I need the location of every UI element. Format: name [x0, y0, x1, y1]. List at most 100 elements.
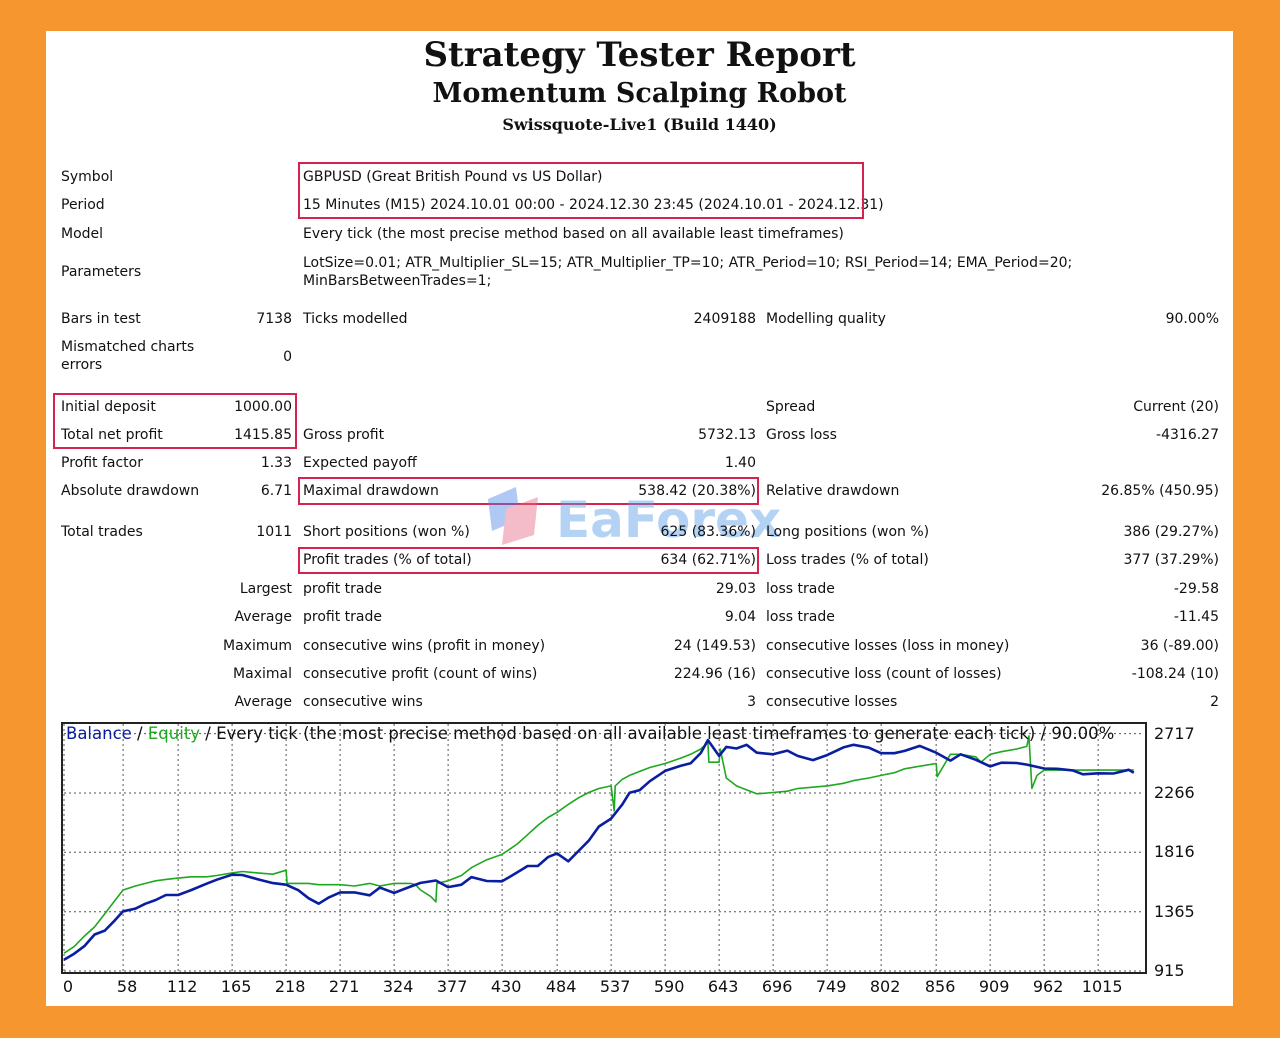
profit-factor-value: 1.33: [260, 455, 292, 471]
watermark-logo-shape-2: [502, 497, 538, 545]
average-label: Average: [234, 609, 293, 625]
maximal-consecutive-profit-value: 224.96 (16): [673, 666, 756, 682]
balance-equity-chart: [61, 722, 1147, 974]
spread-value: Current (20): [1133, 399, 1219, 415]
x-tick-label: 271: [328, 977, 360, 996]
watermark-logo-shape-1: [488, 487, 520, 531]
chart-series: [63, 735, 1135, 961]
average-profit-value: 9.04: [724, 609, 756, 625]
deposit-label: Initial deposit: [61, 399, 156, 415]
largest-profit-label: profit trade: [303, 581, 382, 597]
spread-label: Spread: [766, 399, 816, 415]
max-consecutive-losses-label: consecutive losses (loss in money): [766, 638, 1010, 654]
absolute-drawdown-value: 6.71: [260, 483, 292, 499]
x-tick-label: 1015: [1081, 977, 1123, 996]
maximal-label: Maximal: [233, 666, 292, 682]
highlight-profit-trades: [298, 547, 759, 574]
average2-label: Average: [234, 694, 293, 710]
y-tick-label: 1816: [1154, 842, 1195, 862]
expected-payoff-value: 1.40: [724, 455, 756, 471]
x-tick-label: 324: [382, 977, 414, 996]
net-profit-value: 1415.85: [234, 427, 292, 443]
y-tick-label: 2266: [1154, 783, 1195, 803]
mismatch-label-2: errors: [61, 357, 103, 373]
watermark-text: EaForex: [556, 491, 781, 549]
max-consecutive-wins-label: consecutive wins (profit in money): [303, 638, 546, 654]
x-tick-label: 749: [815, 977, 847, 996]
loss-trades-label: Loss trades (% of total): [766, 552, 929, 568]
long-positions-value: 386 (29.27%): [1123, 524, 1219, 540]
period-label: Period: [61, 197, 105, 213]
relative-drawdown-label: Relative drawdown: [766, 483, 900, 499]
x-tick-label: 430: [490, 977, 522, 996]
average-loss-value: -11.45: [1173, 609, 1219, 625]
report-title: Strategy Tester Report: [423, 35, 856, 75]
avg-consecutive-losses-value: 2: [1210, 694, 1219, 710]
y-tick-label: 2717: [1154, 723, 1195, 743]
symbol-value: GBPUSD (Great British Pound vs US Dollar…: [303, 169, 603, 185]
gross-loss-label: Gross loss: [766, 427, 837, 443]
legend-description: / Every tick (the most precise method ba…: [200, 724, 1115, 743]
x-tick-label: 537: [599, 977, 631, 996]
largest-label: Largest: [239, 581, 292, 597]
parameters-label: Parameters: [61, 264, 142, 280]
largest-loss-label: loss trade: [766, 581, 835, 597]
max-consecutive-losses-value: 36 (-89.00): [1140, 638, 1219, 654]
y-tick-label: 915: [1154, 961, 1185, 980]
gross-profit-value: 5732.13: [698, 427, 756, 443]
profit-trades-value: 634 (62.71%): [660, 552, 756, 568]
max-consecutive-wins-value: 24 (149.53): [673, 638, 756, 654]
short-positions-label: Short positions (won %): [303, 524, 470, 540]
highlight-deposit-profit: [53, 393, 297, 449]
maximum-label: Maximum: [223, 638, 292, 654]
bars-label: Bars in test: [61, 311, 141, 327]
profit-factor-label: Profit factor: [61, 455, 143, 471]
loss-trades-value: 377 (37.29%): [1123, 552, 1219, 568]
legend-balance: Balance: [66, 724, 132, 743]
deposit-value: 1000.00: [234, 399, 292, 415]
x-tick-label: 112: [166, 977, 198, 996]
x-tick-label: 856: [924, 977, 956, 996]
average-loss-label: loss trade: [766, 609, 835, 625]
largest-loss-value: -29.58: [1173, 581, 1219, 597]
highlight-maximal-drawdown: [298, 477, 759, 505]
x-tick-label: 909: [978, 977, 1010, 996]
highlight-symbol-period: [298, 162, 864, 219]
average-profit-label: profit trade: [303, 609, 382, 625]
profit-trades-label: Profit trades (% of total): [303, 552, 472, 568]
x-tick-label: 58: [116, 977, 138, 996]
x-tick-label: 962: [1032, 977, 1064, 996]
x-tick-label: 696: [761, 977, 793, 996]
avg-consecutive-losses-label: consecutive losses: [766, 694, 898, 710]
quality-value: 90.00%: [1165, 311, 1219, 327]
mismatch-value: 0: [283, 349, 292, 365]
gross-loss-value: -4316.27: [1156, 427, 1219, 443]
ticks-label: Ticks modelled: [303, 311, 408, 327]
x-tick-label: 0: [62, 977, 74, 996]
parameters-line-2: MinBarsBetweenTrades=1;: [303, 273, 492, 289]
maximal-drawdown-value: 538.42 (20.38%): [638, 483, 756, 499]
x-tick-label: 218: [274, 977, 306, 996]
largest-profit-value: 29.03: [715, 581, 756, 597]
long-positions-label: Long positions (won %): [766, 524, 930, 540]
avg-consecutive-wins-value: 3: [747, 694, 756, 710]
total-trades-value: 1011: [256, 524, 292, 540]
chart-plot-frame: [61, 722, 1147, 974]
bars-value: 7138: [256, 311, 292, 327]
total-trades-label: Total trades: [61, 524, 143, 540]
avg-consecutive-wins-label: consecutive wins: [303, 694, 423, 710]
model-value: Every tick (the most precise method base…: [303, 226, 844, 242]
x-tick-label: 484: [545, 977, 577, 996]
maximal-consecutive-loss-label: consecutive loss (count of losses): [766, 666, 1002, 682]
expected-payoff-label: Expected payoff: [303, 455, 417, 471]
gross-profit-label: Gross profit: [303, 427, 385, 443]
quality-label: Modelling quality: [766, 311, 886, 327]
absolute-drawdown-label: Absolute drawdown: [61, 483, 200, 499]
x-tick-label: 377: [436, 977, 468, 996]
period-value: 15 Minutes (M15) 2024.10.01 00:00 - 2024…: [303, 197, 884, 213]
legend-equity: Equity: [147, 724, 201, 743]
y-tick-label: 1365: [1154, 901, 1195, 921]
net-profit-label: Total net profit: [61, 427, 163, 443]
report-page: Strategy Tester Report Momentum Scalping…: [46, 31, 1233, 1006]
symbol-label: Symbol: [61, 169, 114, 185]
